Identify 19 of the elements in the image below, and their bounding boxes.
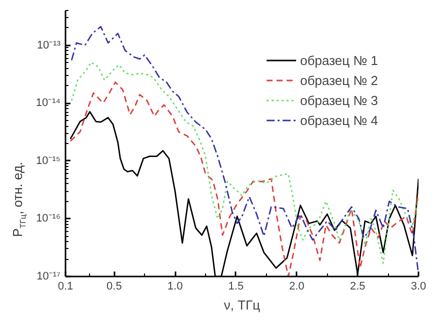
x-tick-label: 2.5 [350,280,366,292]
y-tick-label: 10⁻¹³ [36,39,61,52]
y-tick-label: 10⁻¹⁶ [36,212,61,225]
x-tick-label: 1.5 [228,280,244,292]
legend-label: образец № 2 [300,72,378,88]
line-series [70,110,418,276]
legend-label: образец № 3 [300,92,378,108]
x-tick-label: 1.0 [167,280,183,292]
line-series [70,26,418,275]
legend-label: образец № 4 [300,112,378,128]
x-tick-label: 0.1 [58,280,74,292]
x-axis-title: ν, ТГц [224,298,261,312]
legend-label: образец № 1 [300,52,378,68]
y-tick-label: 10⁻¹⁷ [36,270,61,282]
y-tick-label: 10⁻¹⁴ [36,97,61,110]
x-tick-label: 3.0 [410,280,426,292]
y-tick-label: 10⁻¹⁵ [36,154,61,167]
x-tick-label: 0.5 [106,280,122,292]
x-tick-label: 2.0 [289,280,304,292]
